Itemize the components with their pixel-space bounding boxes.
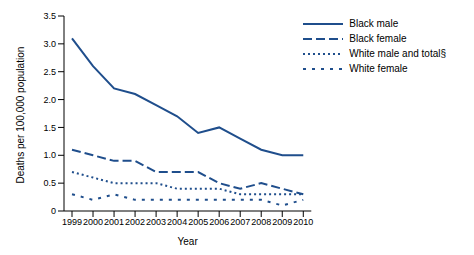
svg-text:2009: 2009 [272, 217, 292, 227]
html-text:White male and total§: White male and total§ [349, 48, 446, 59]
svg-text:Deaths per 100,000 population: Deaths per 100,000 population [15, 47, 26, 184]
svg-text:2007: 2007 [230, 217, 250, 227]
svg-text:2006: 2006 [209, 217, 229, 227]
svg-text:2.5: 2.5 [43, 67, 56, 77]
svg-text:2010: 2010 [293, 217, 313, 227]
svg-text:2005: 2005 [188, 217, 208, 227]
html-text:White female: White female [349, 63, 408, 74]
svg-text:2001: 2001 [104, 217, 124, 227]
svg-text:1.0: 1.0 [43, 150, 56, 160]
svg-text:2000: 2000 [83, 217, 103, 227]
svg-text:2.0: 2.0 [43, 95, 56, 105]
html-text:Black female: Black female [349, 33, 407, 44]
svg-text:Year: Year [178, 236, 199, 247]
svg-text:1999: 1999 [62, 217, 82, 227]
svg-text:2002: 2002 [125, 217, 145, 227]
svg-text:2008: 2008 [251, 217, 271, 227]
svg-text:3.0: 3.0 [43, 39, 56, 49]
svg-text:1.5: 1.5 [43, 123, 56, 133]
svg-text:2004: 2004 [167, 217, 187, 227]
html-text:Black male: Black male [349, 18, 399, 29]
svg-text:0.5: 0.5 [43, 178, 56, 188]
svg-text:0: 0 [51, 206, 56, 216]
svg-text:2003: 2003 [146, 217, 166, 227]
svg-text:3.5: 3.5 [43, 11, 56, 21]
